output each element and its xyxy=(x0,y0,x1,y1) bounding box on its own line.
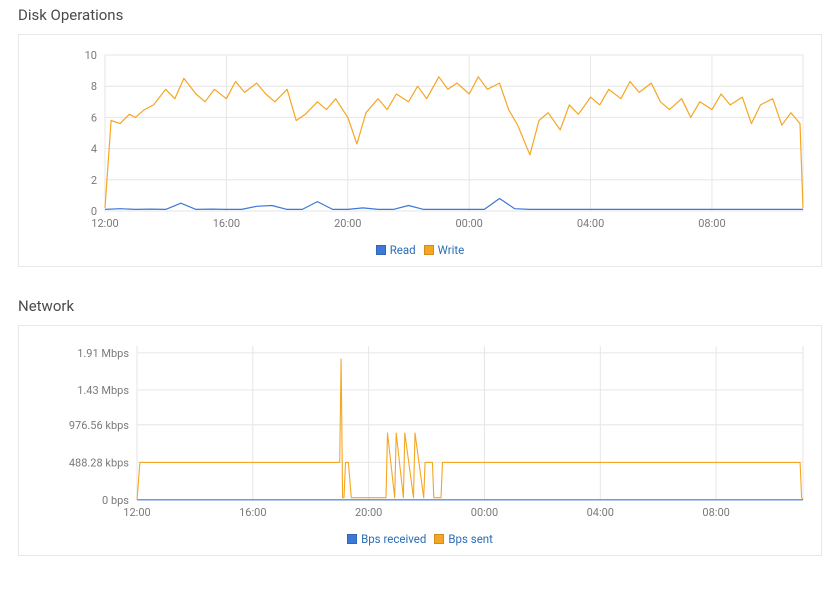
disk-operations-legend: Read Write xyxy=(27,239,813,258)
legend-item[interactable]: Bps received xyxy=(347,532,426,546)
svg-text:976.56 kbps: 976.56 kbps xyxy=(69,419,129,432)
svg-text:6: 6 xyxy=(91,111,97,124)
svg-text:08:00: 08:00 xyxy=(702,506,729,519)
legend-item[interactable]: Bps sent xyxy=(434,532,493,546)
legend-swatch xyxy=(376,245,386,255)
legend-label: Bps received xyxy=(361,532,426,546)
legend-label: Write xyxy=(438,243,465,257)
network-chart: 0 bps488.28 kbps976.56 kbps1.43 Mbps1.91… xyxy=(27,340,813,528)
disk-operations-panel: 024681012:0016:0020:0000:0004:0008:00 Re… xyxy=(18,34,822,267)
legend-swatch xyxy=(424,245,434,255)
legend-swatch xyxy=(347,534,357,544)
network-section: Network 0 bps488.28 kbps976.56 kbps1.43 … xyxy=(0,291,840,556)
svg-text:12:00: 12:00 xyxy=(123,506,150,519)
svg-text:16:00: 16:00 xyxy=(213,217,240,230)
svg-text:8: 8 xyxy=(91,80,97,93)
legend-item[interactable]: Write xyxy=(424,243,465,257)
disk-operations-title: Disk Operations xyxy=(0,0,840,34)
svg-text:04:00: 04:00 xyxy=(587,506,614,519)
svg-text:1.43 Mbps: 1.43 Mbps xyxy=(77,384,129,397)
svg-text:488.28 kbps: 488.28 kbps xyxy=(69,456,129,469)
legend-swatch xyxy=(434,534,444,544)
legend-item[interactable]: Read xyxy=(376,243,416,257)
network-title: Network xyxy=(0,291,840,325)
network-panel: 0 bps488.28 kbps976.56 kbps1.43 Mbps1.91… xyxy=(18,325,822,556)
svg-text:10: 10 xyxy=(85,49,97,62)
legend-label: Bps sent xyxy=(448,532,493,546)
network-legend: Bps received Bps sent xyxy=(27,528,813,547)
disk-operations-chart: 024681012:0016:0020:0000:0004:0008:00 xyxy=(27,49,813,239)
svg-text:00:00: 00:00 xyxy=(455,217,482,230)
svg-text:00:00: 00:00 xyxy=(471,506,498,519)
legend-label: Read xyxy=(390,243,416,257)
svg-text:2: 2 xyxy=(91,174,97,187)
svg-text:20:00: 20:00 xyxy=(334,217,361,230)
svg-text:20:00: 20:00 xyxy=(355,506,382,519)
disk-operations-section: Disk Operations 024681012:0016:0020:0000… xyxy=(0,0,840,267)
svg-text:1.91 Mbps: 1.91 Mbps xyxy=(77,347,129,360)
svg-text:04:00: 04:00 xyxy=(577,217,604,230)
svg-text:16:00: 16:00 xyxy=(239,506,266,519)
svg-text:08:00: 08:00 xyxy=(698,217,725,230)
svg-text:4: 4 xyxy=(91,143,97,156)
svg-text:12:00: 12:00 xyxy=(91,217,118,230)
